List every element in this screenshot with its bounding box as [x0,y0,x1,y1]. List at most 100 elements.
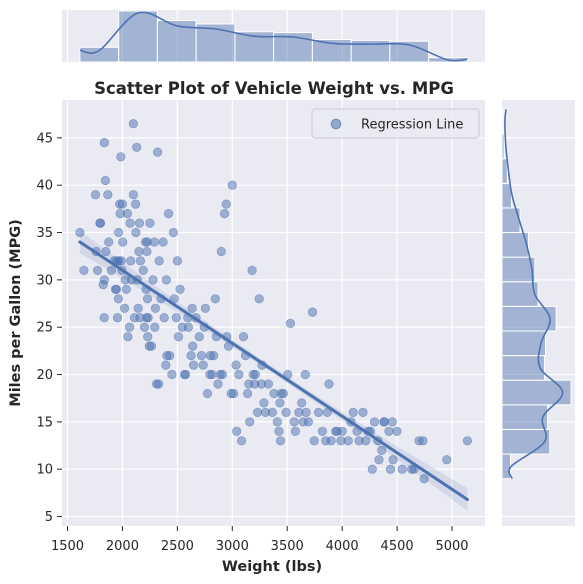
regression-line [78,240,469,501]
scatter-point [146,341,157,351]
scatter-point [138,265,148,276]
chart-title: Scatter Plot of Vehicle Weight vs. MPG [94,79,454,98]
scatter-point [131,227,141,238]
scatter-point [173,332,184,342]
scatter-point [198,360,208,370]
scatter-point [150,322,160,332]
right-histogram-bar [501,158,508,184]
scatter-point [263,379,274,389]
scatter-point [303,417,314,427]
y-tick-label: 45 [36,131,53,146]
scatter-point [165,351,175,361]
x-tick-label: 4500 [381,539,414,554]
scatter-point [367,464,377,474]
scatter-point [143,332,153,342]
scatter-point [92,265,103,276]
main-plot: 1500 2000 2500 3000 3500 4000 4500 5000 5 10 15 20… [36,100,485,554]
scatter-point [154,256,164,266]
scatter-point [183,322,193,332]
y-tick-label: 10 [36,463,53,478]
scatter-point [221,199,231,209]
scatter-point [187,303,197,313]
scatter-point [418,436,428,446]
scatter-point [369,417,380,427]
scatter-point [254,294,264,304]
scatter-point [90,190,101,200]
y-tick-label: 15 [36,415,53,430]
scatter-point [196,351,207,361]
scatter-point [348,407,358,418]
scatter-point [326,436,336,446]
legend-label: Regression Line [361,118,463,133]
scatter-point [135,256,145,266]
legend-marker [330,118,342,130]
scatter-point [119,303,130,313]
y-tick-label: 40 [36,179,53,194]
scatter-point [139,322,149,332]
scatter-point [388,455,398,465]
scatter-point [227,180,237,190]
scatter-point [168,227,178,238]
scatter-point [99,313,109,323]
top-histogram-bar [195,23,236,63]
scatter-point [148,275,158,285]
scatter-point [123,332,133,342]
scatter-point [116,152,126,162]
scatter-point [343,436,353,446]
y-tick-label: 5 [45,510,53,525]
scatter-point [247,265,257,276]
scatter-point [229,388,239,399]
x-tick-label: 3000 [216,539,249,554]
right-histogram-bar [501,428,551,455]
scatter-point [95,218,106,228]
scatter-point [317,426,328,436]
right-histogram-bar [501,330,547,357]
scatter-points [75,119,473,484]
top-histogram-bar [79,46,120,63]
scatter-point [189,360,199,370]
x-axis-ticks: 1500 2000 2500 3000 3500 4000 4500 5000 [51,526,469,554]
scatter-point [275,436,286,446]
scatter-point [150,303,160,313]
x-axis-label: Weight (lbs) [222,559,322,575]
scatter-point [181,369,191,380]
scatter-point [259,398,269,408]
scatter-point [172,256,182,266]
scatter-point [128,190,138,200]
scatter-point [313,407,324,418]
y-axis-label: Miles per Gallon (MPG) [8,219,24,406]
scatter-point [337,426,347,436]
y-tick-label: 30 [36,273,53,288]
scatter-point [117,199,127,209]
right-marginal-kde [504,109,564,479]
scatter-point [99,275,109,285]
y-tick-label: 35 [36,226,53,241]
scatter-point [462,436,473,446]
scatter-point [307,307,318,317]
top-marginal-kde [79,11,468,62]
scatter-point [243,388,253,399]
right-histogram-bar [501,281,539,307]
scatter-point [234,369,244,380]
scatter-point [210,294,220,304]
scatter-point [290,426,301,436]
scatter-point [275,398,285,408]
scatter-point [101,246,111,257]
scatter-point [75,227,85,238]
scatter-point [300,369,310,380]
scatter-point [217,369,227,380]
scatter-point [237,436,247,446]
scatter-point [384,426,394,436]
scatter-point [133,303,143,313]
scatter-point [111,284,121,294]
right-histogram-bar [501,108,504,135]
y-tick-label: 25 [36,321,53,336]
scatter-point [274,426,284,436]
scatter-point [238,332,249,342]
scatter-point [103,190,113,200]
scatter-point [131,199,141,209]
scatter-point [245,417,255,427]
scatter-point [220,209,230,219]
scatter-point [200,303,210,313]
scatter-point [285,318,296,329]
